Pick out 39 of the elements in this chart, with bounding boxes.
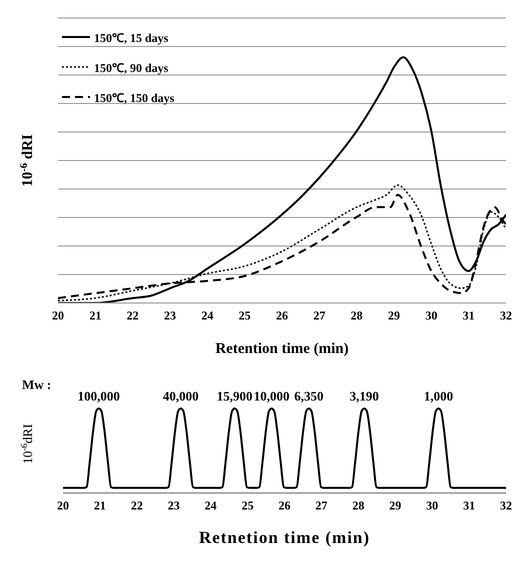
legend-label: 150℃, 90 days — [94, 60, 168, 76]
x-tick-label: 27 — [313, 308, 326, 323]
x-axis-title: Retnetion time (min) — [198, 528, 370, 547]
annotation: 100,000 — [78, 388, 120, 404]
x-tick-label: 31 — [462, 308, 475, 323]
annotation: 1,000 — [424, 388, 454, 404]
legend-label: 150℃, 150 days — [94, 90, 174, 106]
x-tick-label: 21 — [89, 308, 102, 323]
x-tick-label: 28 — [352, 498, 364, 513]
x-tick-label: 29 — [388, 308, 400, 323]
x-tick-label: 29 — [389, 498, 402, 513]
text: Mw : — [22, 377, 52, 393]
x-tick-label: 24 — [201, 308, 214, 323]
x-tick-label: 28 — [350, 308, 363, 323]
x-tick-label: 21 — [94, 498, 106, 513]
x-tick-label: 26 — [278, 498, 290, 513]
x-tick-label: 25 — [242, 498, 254, 513]
annotation: 10,000 — [254, 388, 290, 404]
annotation: 15,900 — [216, 388, 253, 404]
x-tick-label: 32 — [500, 308, 512, 323]
x-tick-label: 23 — [164, 308, 176, 323]
x-axis-title: Retention time (min) — [215, 341, 349, 357]
x-tick-label: 20 — [57, 498, 69, 513]
legend-label: 150℃, 15 days — [94, 30, 168, 46]
annotation: 40,000 — [162, 388, 199, 404]
annotation: 3,190 — [350, 388, 379, 404]
x-tick-label: 22 — [130, 498, 143, 513]
annotation: 6,350 — [294, 388, 324, 404]
x-tick-label: 25 — [238, 308, 251, 323]
x-tick-label: 27 — [315, 498, 328, 513]
x-tick-label: 22 — [126, 308, 139, 323]
x-tick-label: 23 — [168, 498, 180, 513]
x-tick-label: 31 — [463, 498, 476, 513]
x-tick-label: 32 — [500, 498, 512, 513]
x-tick-label: 20 — [52, 308, 64, 323]
x-tick-label: 30 — [426, 498, 438, 513]
x-tick-label: 30 — [425, 308, 438, 323]
x-tick-label: 24 — [204, 498, 217, 513]
x-tick-label: 26 — [276, 308, 288, 323]
